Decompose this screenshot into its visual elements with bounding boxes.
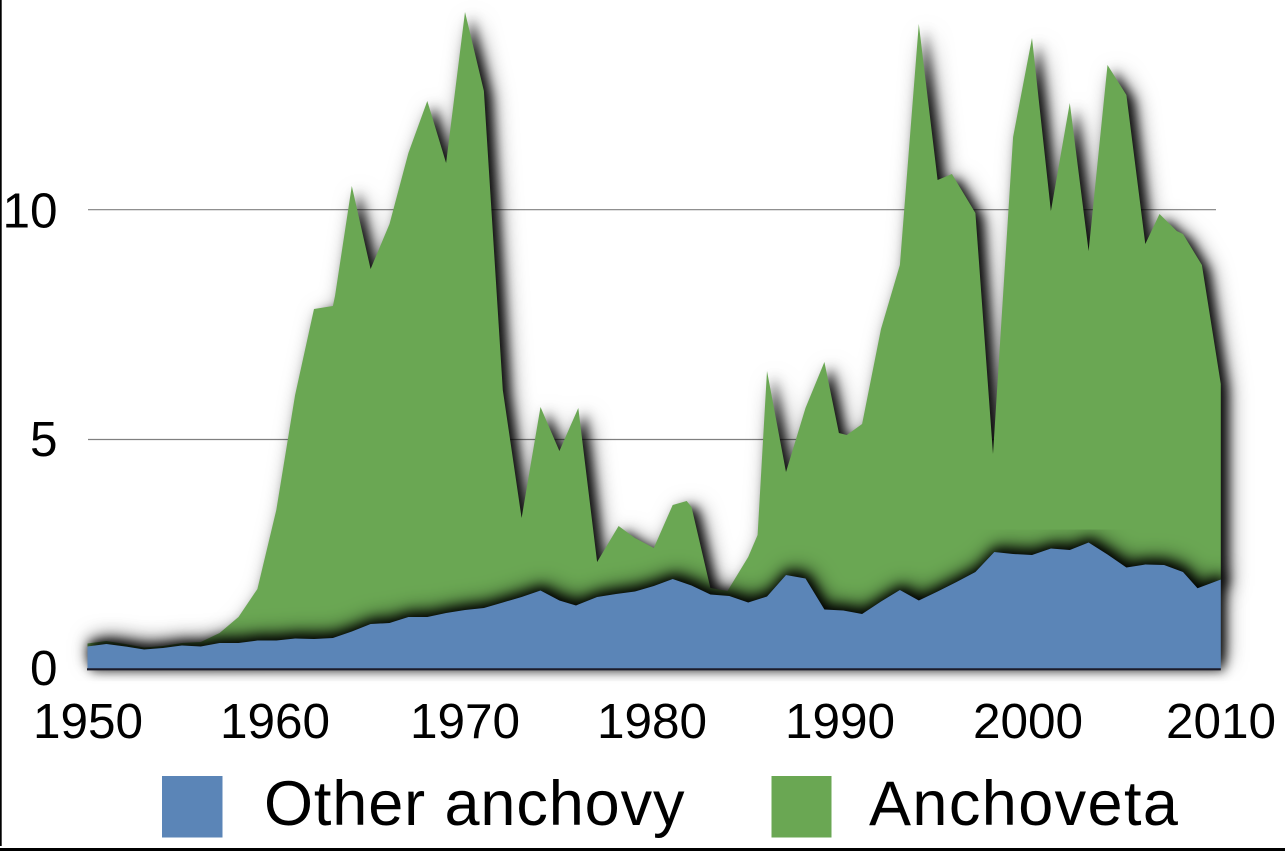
svg-text:1970: 1970 bbox=[410, 694, 520, 749]
svg-text:Other anchovy: Other anchovy bbox=[264, 769, 685, 839]
svg-text:1960: 1960 bbox=[220, 694, 330, 749]
svg-text:1990: 1990 bbox=[785, 694, 895, 749]
svg-text:0: 0 bbox=[30, 641, 58, 696]
svg-text:2010: 2010 bbox=[1166, 694, 1276, 749]
svg-text:1950: 1950 bbox=[33, 694, 143, 749]
svg-text:10: 10 bbox=[2, 184, 57, 239]
svg-text:2000: 2000 bbox=[973, 694, 1083, 749]
svg-text:1980: 1980 bbox=[597, 694, 707, 749]
svg-text:5: 5 bbox=[30, 412, 58, 467]
svg-text:Anchoveta: Anchoveta bbox=[869, 769, 1179, 839]
